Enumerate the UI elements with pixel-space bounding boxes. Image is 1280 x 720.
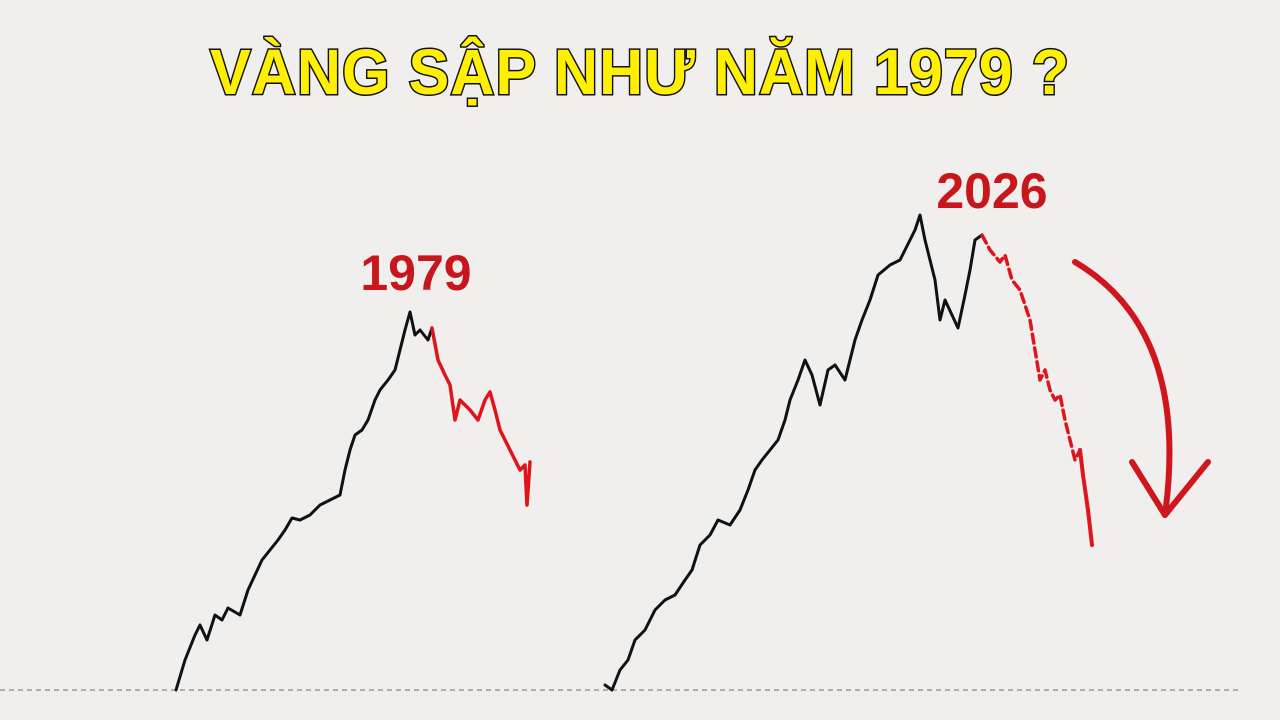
title: VÀNG SẬP NHƯ NĂM 1979 ? [210,35,1070,108]
arrow-head [1129,459,1211,518]
line-2026-projection [980,233,1082,462]
line-2026-crash [1078,448,1094,547]
label-1979: 1979 [360,245,471,301]
down-arrow [1072,259,1211,518]
sketch-lines [174,213,1094,692]
line-1979-rise [174,310,434,692]
label-2026: 2026 [936,163,1047,219]
line-2026-rise [603,213,984,692]
arrow-shaft [1072,259,1173,518]
line-1979-fall [430,326,532,507]
